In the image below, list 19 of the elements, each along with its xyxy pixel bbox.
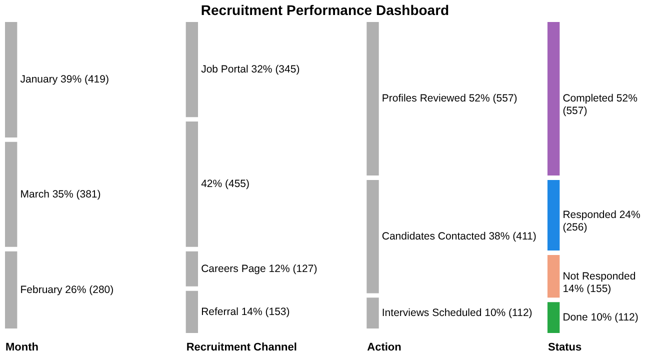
category-label: Status [548,342,582,354]
data-label: Profiles Reviewed 52% (557) [382,92,518,105]
data-label: Job Portal 32% (345) [201,64,300,76]
text: Recruitment Performance Dashboard [200,2,450,18]
data-label: Referral 14% (153) [201,306,290,318]
data-label: 42% (455) [201,178,250,190]
data-label: Completed 52% (557) [562,92,638,118]
data-label: Responded 24% (256) [562,209,640,234]
data-label: Not Responded 14% (155) [562,270,636,295]
category-label: Recruitment Channel [186,342,297,354]
data-label: January 39% (419) [20,74,109,86]
data-label: February 26% (280) [20,284,114,296]
data-label: Done 10% (112) [562,312,638,324]
data-label: Careers Page 12% (127) [201,262,318,275]
category-label: Month [6,342,39,354]
data-label: Interviews Scheduled 10% (112) [382,307,532,320]
data-label: March 35% (381) [20,188,101,200]
category-label: Action [367,342,402,354]
data-label: Candidates Contacted 38% (411) [382,230,536,243]
